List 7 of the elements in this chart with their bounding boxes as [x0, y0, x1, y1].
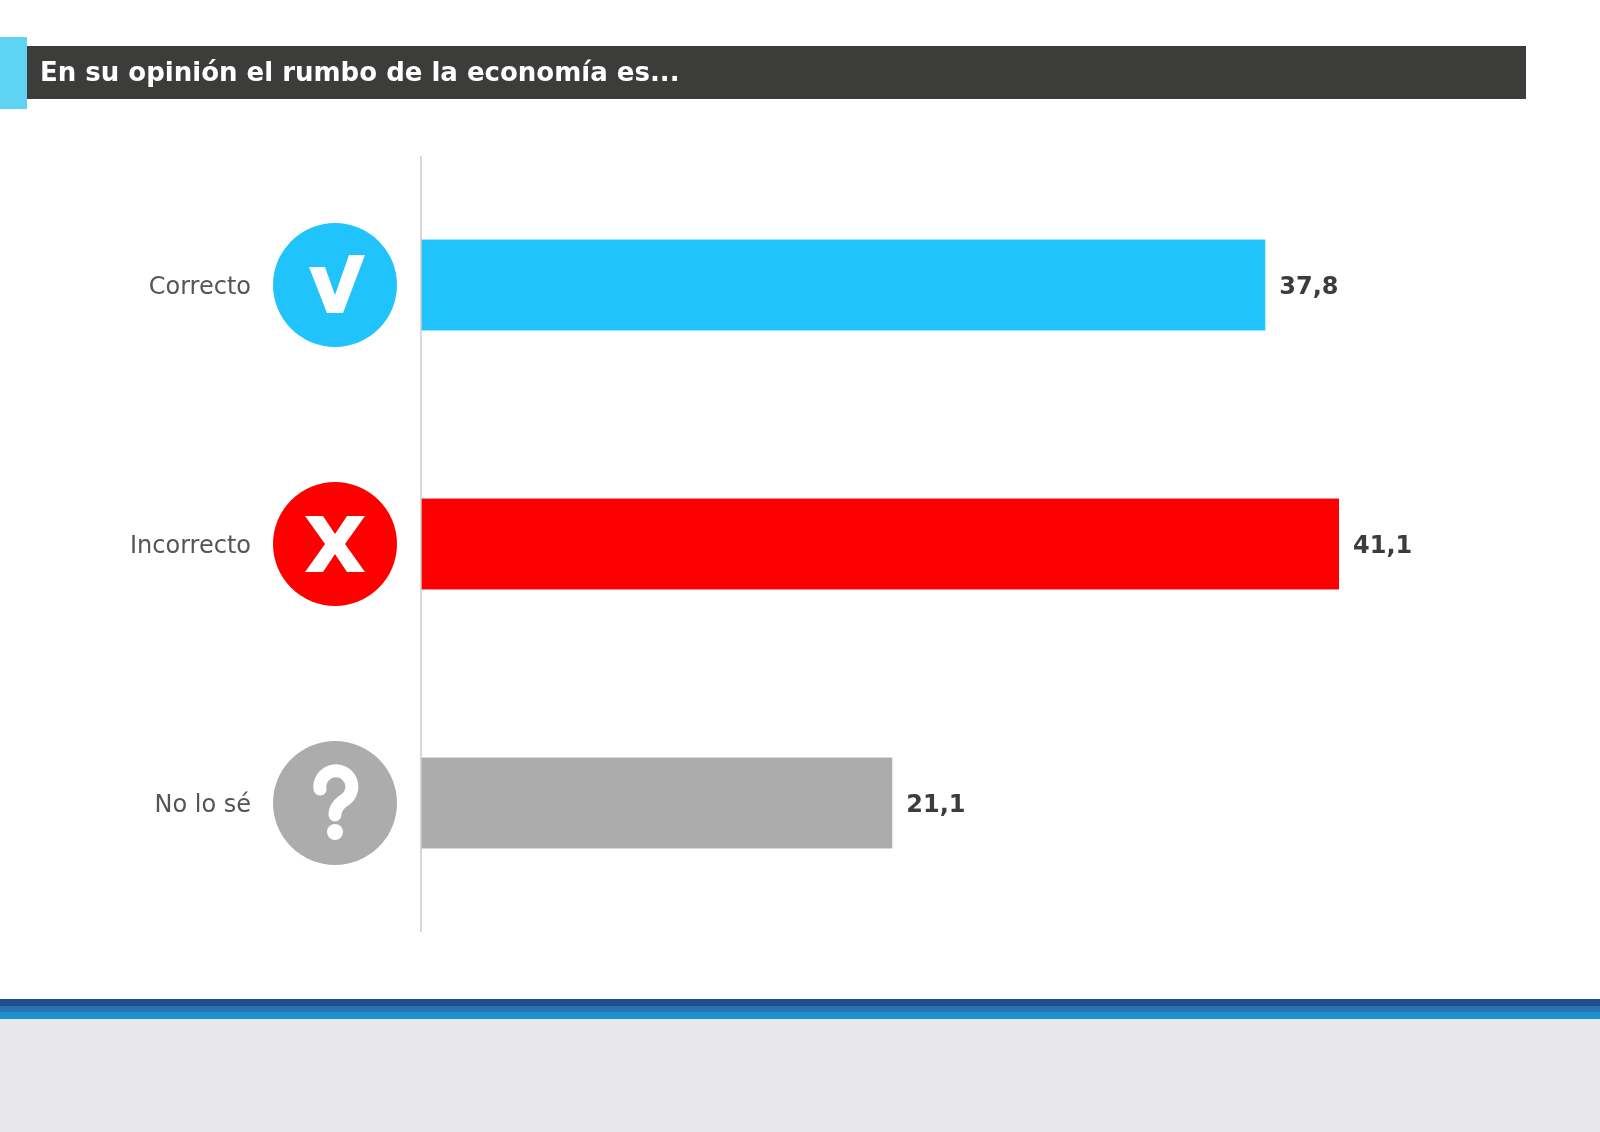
- data-label: 41,1: [1353, 531, 1413, 559]
- y-tick-label: No lo sé: [154, 790, 251, 818]
- data-label: 21,1: [906, 790, 966, 818]
- y-tick-label: Correcto: [148, 272, 251, 300]
- data-label: 37,8: [1279, 272, 1339, 300]
- chart-title: En su opinión el rumbo de la economía es...: [40, 57, 680, 87]
- y-tick-label: Incorrecto: [129, 531, 251, 559]
